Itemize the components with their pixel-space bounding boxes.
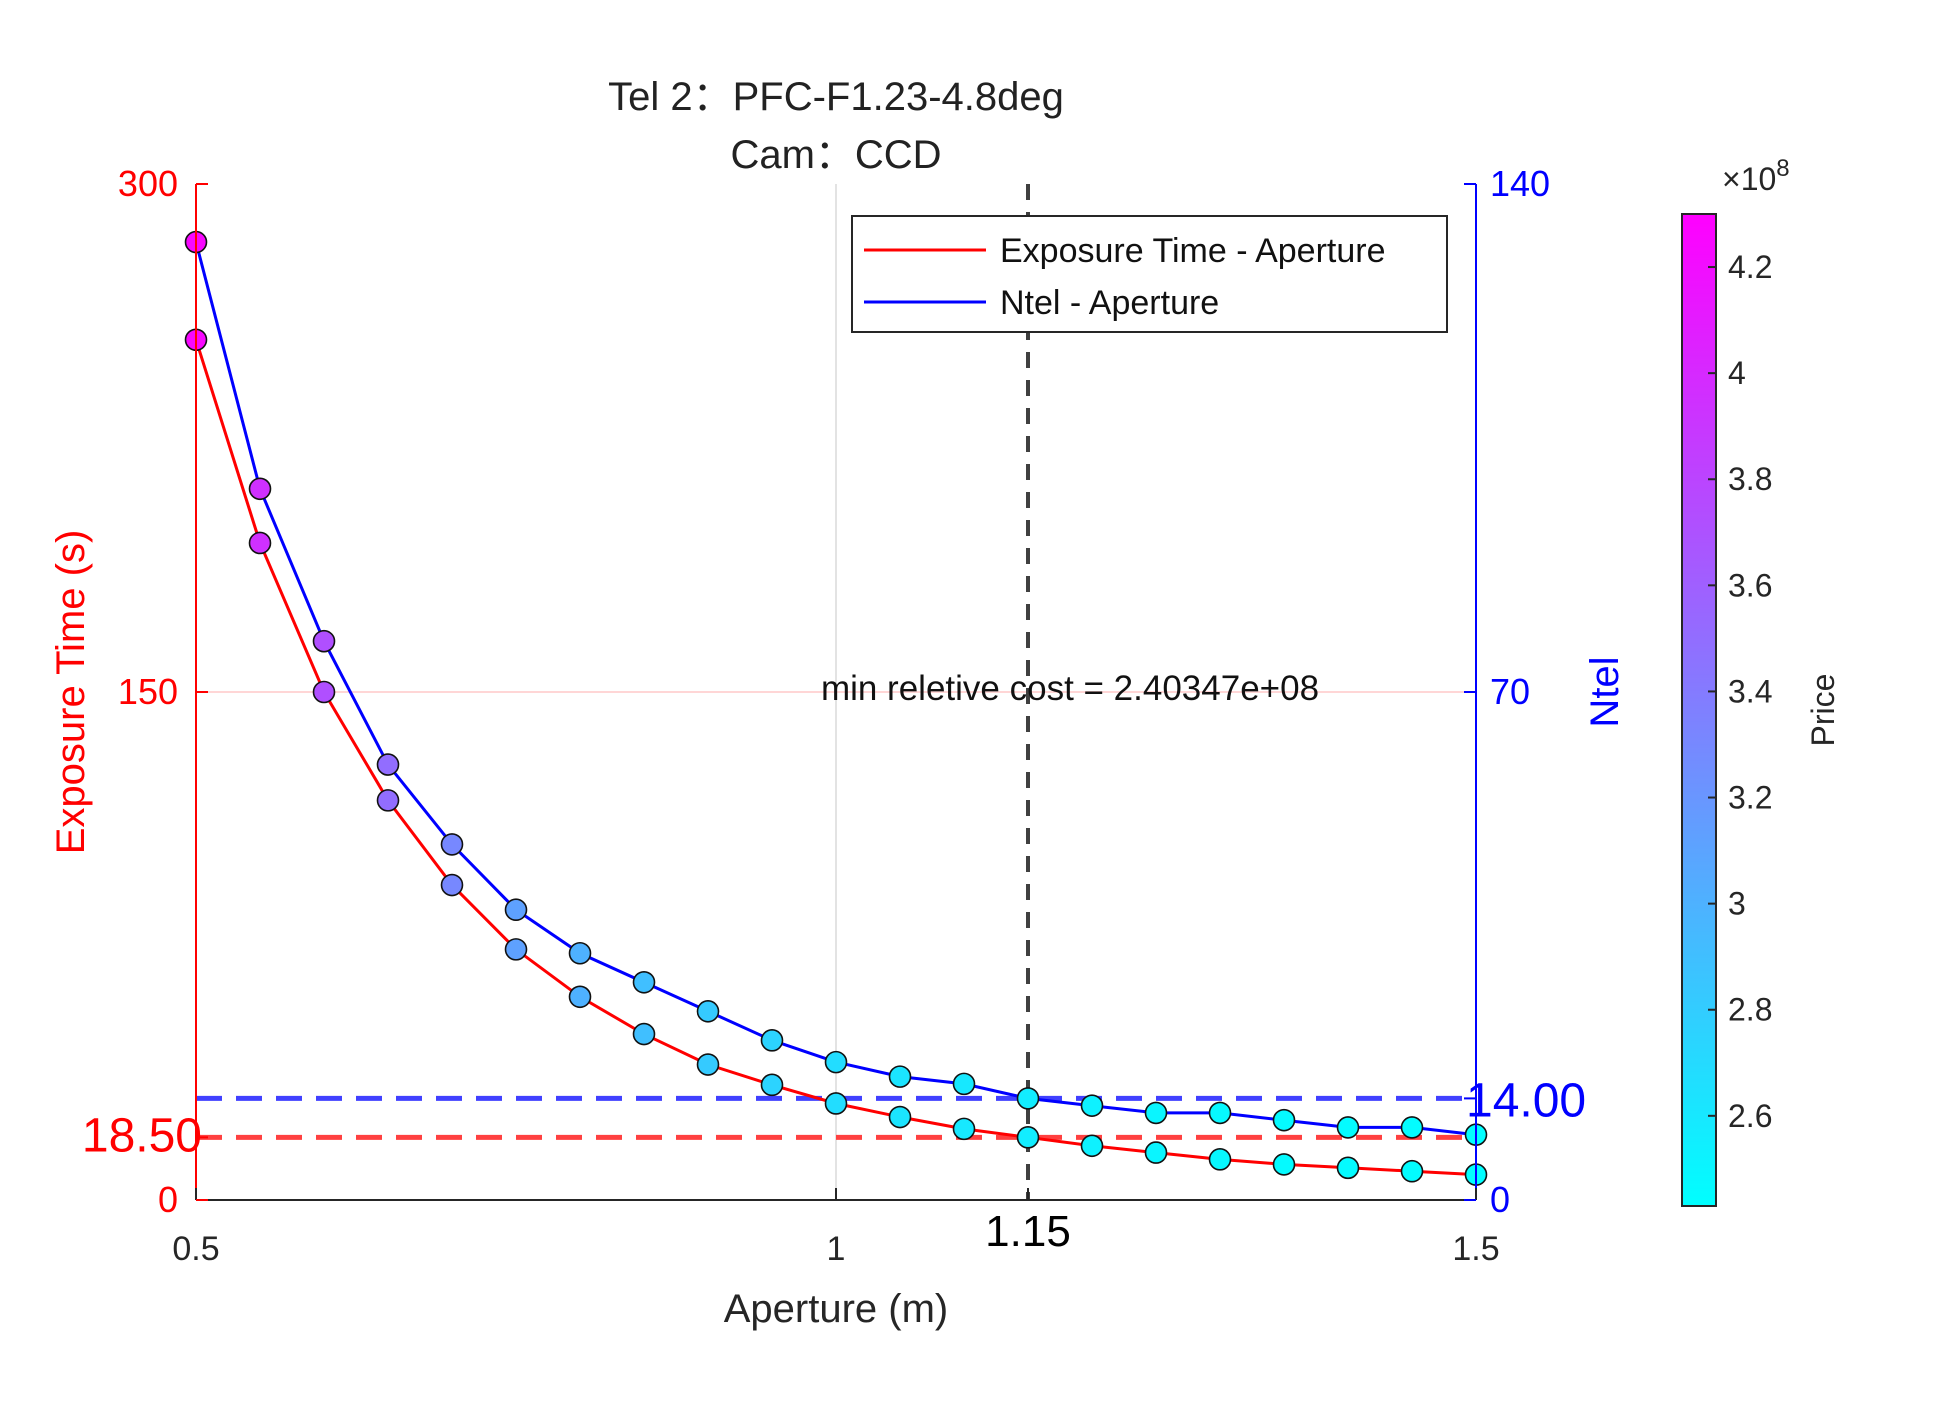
colorbar-tick-label: 2.8 xyxy=(1728,992,1772,1028)
exposure-point xyxy=(568,985,592,1009)
colorbar-exponent-base: ×10 xyxy=(1722,161,1776,197)
exposure-point xyxy=(440,873,464,897)
ntel-point xyxy=(632,970,656,994)
ntel-point xyxy=(376,753,400,776)
min-cost-annotation: min reletive cost = 2.40347e+08 xyxy=(821,669,1319,708)
ntel-point xyxy=(504,898,528,922)
left-y-tick-label: 300 xyxy=(118,163,178,204)
exposure-point xyxy=(312,680,336,704)
left-y-tick-label: 0 xyxy=(158,1179,178,1220)
ntel-point xyxy=(1336,1116,1360,1139)
exposure-point xyxy=(696,1053,720,1076)
right-y-tick-label: 14.00 xyxy=(1466,1074,1586,1127)
right-y-axis-label: Ntel xyxy=(1583,656,1627,727)
colorbar-exponent-power: 8 xyxy=(1776,155,1789,182)
colorbar-tick-label: 2.6 xyxy=(1728,1098,1772,1134)
right-y-tick-label: 70 xyxy=(1490,671,1530,712)
ntel-point xyxy=(1400,1116,1424,1139)
x-tick-label: 1.5 xyxy=(1452,1230,1499,1268)
grid xyxy=(196,184,1476,1200)
exposure-point xyxy=(824,1092,848,1115)
colorbar-ticks: 2.6 2.8 3 3.2 3.4 3.6 3.8 4 4.2 xyxy=(1708,249,1772,1134)
left-y-axis-label: Exposure Time (s) xyxy=(49,530,93,855)
chart-title-line-2: Cam：CCD xyxy=(730,133,941,177)
exposure-point xyxy=(504,938,528,961)
ntel-point xyxy=(440,833,464,856)
exposure-point xyxy=(1144,1141,1168,1164)
legend-label-ntel: Ntel - Aperture xyxy=(1000,284,1219,322)
ntel-point xyxy=(952,1072,976,1096)
ntel-point xyxy=(312,629,336,653)
colorbar-tick-label: 3.4 xyxy=(1728,673,1772,709)
chart-title-line-1: Tel 2：PFC-F1.23-4.8deg xyxy=(608,75,1064,119)
ntel-point xyxy=(1144,1101,1168,1125)
exposure-point xyxy=(632,1022,656,1046)
x-tick-label: 1 xyxy=(827,1230,846,1268)
exposure-point xyxy=(1208,1148,1232,1171)
ntel-point xyxy=(760,1029,784,1052)
ntel-point xyxy=(1080,1094,1104,1117)
colorbar-gradient xyxy=(1681,213,1717,1207)
exposure-point xyxy=(376,789,400,812)
exposure-point xyxy=(1272,1153,1296,1176)
colorbar: 2.6 2.8 3 3.2 3.4 3.6 3.8 4 4.2 ×108 Price xyxy=(1681,155,1841,1207)
left-y-tick-label: 18.50 xyxy=(82,1109,202,1162)
exposure-point xyxy=(1080,1134,1104,1158)
left-y-tick-label: 150 xyxy=(118,671,178,712)
exposure-point xyxy=(952,1117,976,1141)
exposure-point xyxy=(1400,1159,1424,1183)
x-axis-label: Aperture (m) xyxy=(724,1287,949,1331)
ntel-point xyxy=(568,941,592,965)
ntel-point xyxy=(248,477,272,501)
colorbar-exponent: ×108 xyxy=(1722,155,1790,197)
colorbar-tick-label: 3.2 xyxy=(1728,780,1772,816)
colorbar-tick-label: 4 xyxy=(1728,355,1746,391)
x-tick-label: 0.5 xyxy=(172,1230,219,1268)
colorbar-tick-label: 4.2 xyxy=(1728,249,1772,285)
ntel-point xyxy=(824,1050,848,1074)
ntel-point xyxy=(888,1065,912,1088)
axis-ticks: 0.5 1 1.15 1.5 0 18.50 150 300 0 14.00 70 140 xyxy=(82,163,1586,1268)
x-tick-label: 1.15 xyxy=(985,1207,1071,1256)
ntel-point xyxy=(696,1000,720,1023)
exposure-point xyxy=(1336,1156,1360,1180)
right-y-tick-label: 0 xyxy=(1490,1179,1510,1220)
exposure-point xyxy=(1016,1126,1040,1149)
legend: Exposure Time - Aperture Ntel - Aperture xyxy=(851,215,1448,333)
colorbar-tick-label: 3 xyxy=(1728,886,1746,922)
ntel-point xyxy=(1208,1101,1232,1125)
colorbar-tick-label: 3.8 xyxy=(1728,461,1772,497)
ntel-point xyxy=(1272,1108,1296,1132)
legend-label-exposure: Exposure Time - Aperture xyxy=(1000,232,1386,270)
exposure-point xyxy=(888,1105,912,1129)
ntel-point xyxy=(1016,1087,1040,1110)
colorbar-tick-label: 3.6 xyxy=(1728,567,1772,603)
colorbar-label: Price xyxy=(1805,674,1841,747)
legend-box xyxy=(851,215,1448,333)
exposure-point xyxy=(760,1073,784,1097)
right-y-tick-label: 140 xyxy=(1490,163,1550,204)
exposure-point xyxy=(248,531,272,555)
series-markers xyxy=(184,230,1488,1186)
